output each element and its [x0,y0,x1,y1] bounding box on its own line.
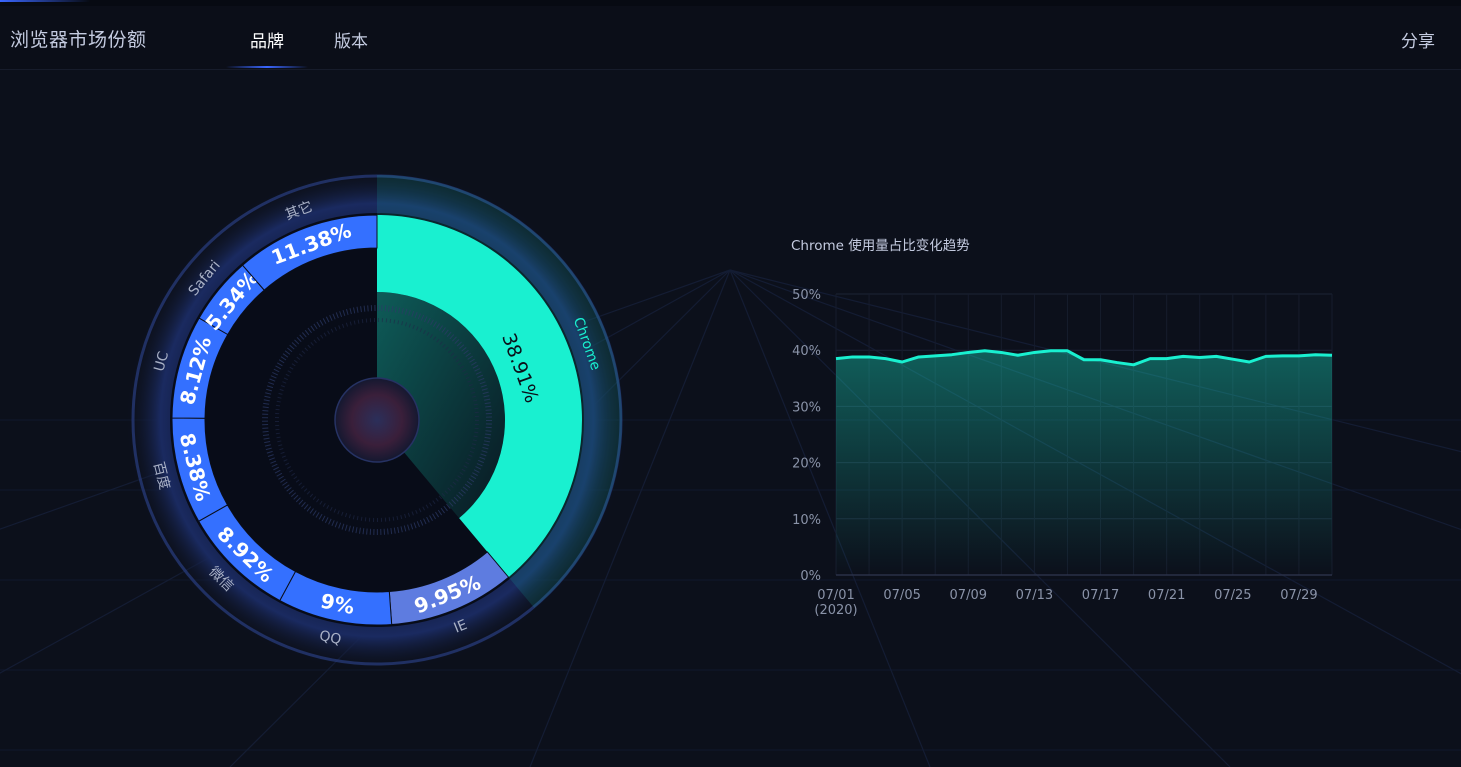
x-tick-label: 07/13 [1016,588,1053,603]
x-tick-label: 07/09 [950,588,987,603]
chrome-outer-highlight [377,175,622,608]
tab-brand[interactable]: 品牌 [250,32,284,52]
slice-name-label: UC [151,350,172,374]
slice-name-label: IE [452,617,470,637]
y-tick-label: 30% [792,400,821,415]
x-tick-label: 07/29 [1280,588,1317,603]
x-tick-label: 07/01 [817,588,854,603]
slice-chrome[interactable] [377,215,582,578]
active-tab-indicator [226,66,308,68]
browser-share-donut-chart: 38.91% Chrome9.95%IE9%QQ8.92%微信8.38%百度8.1… [125,168,629,672]
tab-version[interactable]: 版本 [334,32,368,52]
chrome-highlight-sweep [377,292,505,519]
trend-chart-title: Chrome 使用量占比变化趋势 [791,237,970,254]
x-tick-label: 07/21 [1148,588,1185,603]
y-tick-label: 10% [792,513,821,528]
x-tick-label: 07/17 [1082,588,1119,603]
app-title: 浏览器市场份额 [10,29,147,51]
donut-outer-ring [131,174,623,666]
share-button[interactable]: 分享 [1401,32,1435,52]
slice-name-label: 百度 [150,460,173,491]
y-tick-label: 50% [792,288,821,303]
top-accent-line [0,0,1461,6]
dotted-radar-ring-inner [275,318,479,522]
center-orb [334,377,420,463]
y-tick-label: 20% [792,457,821,472]
chrome-trend-line [835,349,1333,367]
chrome-trend-area [836,350,1332,575]
slice-name-label: QQ [318,628,343,648]
top-bar: 浏览器市场份额 品牌 版本 分享 [0,6,1461,70]
slice-slice-7[interactable] [241,214,378,291]
chrome-trend-chart: Chrome 使用量占比变化趋势 0% 10% 20% 30% 40% 50% 07/01(… [791,237,1333,618]
y-tick-label: 40% [792,344,821,359]
y-tick-label: 0% [800,569,821,584]
x-tick-label: 07/25 [1214,588,1251,603]
x-tick-label: 07/05 [883,588,920,603]
dotted-radar-ring [262,305,492,535]
x-tick-year: (2020) [814,603,857,618]
